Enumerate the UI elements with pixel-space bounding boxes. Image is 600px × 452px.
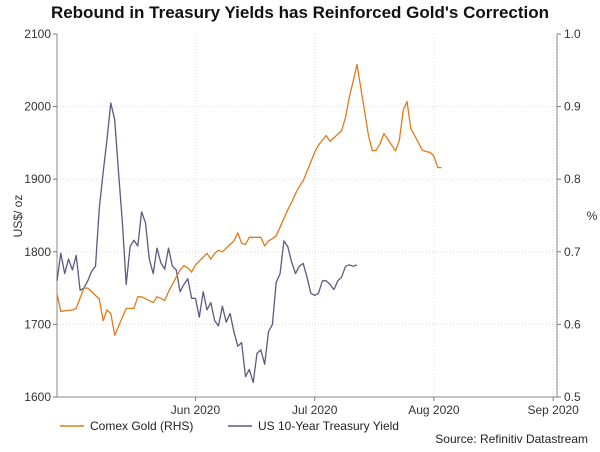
- x-tick-label: Sep 2020: [527, 403, 579, 417]
- left-tick-label: 2000: [24, 100, 51, 114]
- x-tick-label: Jun 2020: [171, 403, 221, 417]
- x-tick-label: Aug 2020: [408, 403, 460, 417]
- legend: Comex Gold (RHS) US 10-Year Treasury Yiel…: [60, 419, 399, 433]
- right-tick-label: 0.7: [564, 245, 581, 259]
- right-tick-label: 1.0: [564, 27, 581, 41]
- axes-layer: 1600 1700 1800 1900 2000 2100 0.5 0.6 0.7 0.8 0.9 1…: [24, 27, 581, 417]
- right-axis-label: %: [587, 209, 598, 223]
- right-tick-label: 0.8: [564, 172, 581, 186]
- grid-layer: [57, 34, 557, 397]
- x-tick-label: Jul 2020: [292, 403, 338, 417]
- legend-label: US 10-Year Treasury Yield: [258, 419, 399, 433]
- left-tick-label: 1700: [24, 317, 51, 331]
- right-tick-label: 0.6: [564, 317, 581, 331]
- series-layer: [56, 63, 442, 384]
- chart-title: Rebound in Treasury Yields has Reinforce…: [50, 3, 550, 22]
- left-axis-label: US$/ oz: [11, 195, 25, 238]
- legend-label: Comex Gold (RHS): [90, 419, 193, 433]
- yield-series-line: [56, 102, 358, 384]
- left-tick-label: 1900: [24, 172, 51, 186]
- left-tick-label: 2100: [24, 27, 51, 41]
- source-label: Source: Refinitiv Datastream: [435, 432, 588, 446]
- gold-series-line: [56, 63, 442, 336]
- right-tick-label: 0.5: [564, 390, 581, 404]
- left-tick-label: 1800: [24, 245, 51, 259]
- right-tick-label: 0.9: [564, 100, 581, 114]
- left-tick-label: 1600: [24, 390, 51, 404]
